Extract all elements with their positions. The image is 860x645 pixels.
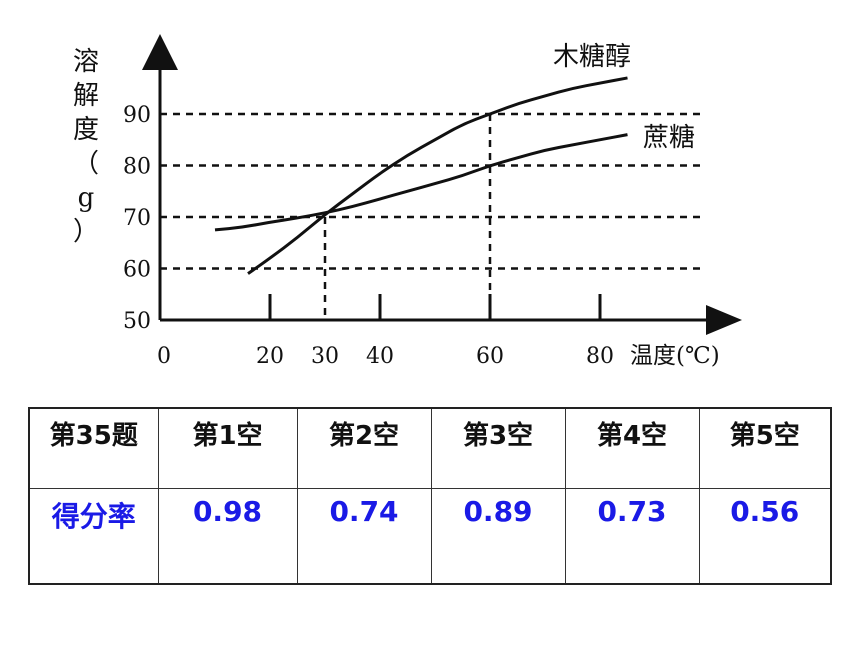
series-line-sucrose [214, 133, 628, 232]
table-cell: 0.98 [157, 487, 298, 585]
table-rate-row: 得分率 0.98 0.74 0.89 0.73 0.56 [28, 487, 832, 585]
table-header-cell: 第1空 [157, 407, 298, 489]
table-header-cell: 第5空 [698, 407, 832, 489]
series-line-xylitol [247, 76, 628, 275]
x-tick-label: 0 [157, 344, 171, 369]
table-cell: 0.73 [564, 487, 700, 585]
table-cell: 0.89 [430, 487, 566, 585]
x-tick-label: 20 [256, 344, 284, 369]
series-label-xylitol: 木糖醇 [553, 42, 631, 72]
table-row-label: 得分率 [28, 487, 159, 585]
score-table: 第35题 第1空 第2空 第3空 第4空 第5空 得分率 0.98 0.74 0… [28, 407, 832, 585]
y-tick-label: 50 [123, 309, 151, 334]
table-header-cell: 第3空 [430, 407, 566, 489]
x-tick-label: 80 [586, 344, 614, 369]
series-label-sucrose: 蔗糖 [643, 123, 695, 153]
table-header-cell: 第2空 [296, 407, 432, 489]
y-tick-label: 80 [123, 155, 151, 180]
y-tick-label: 70 [123, 206, 151, 231]
y-axis-arrow [142, 34, 178, 70]
x-tick-label: 60 [476, 344, 504, 369]
table-header-cell: 第4空 [564, 407, 700, 489]
y-tick-label: 60 [123, 258, 151, 283]
x-tick-label: 40 [366, 344, 394, 369]
y-axis-title: 溶解度（ g） [73, 47, 99, 247]
table-header-row: 第35题 第1空 第2空 第3空 第4空 第5空 [28, 407, 832, 489]
x-axis-title: 温度(℃) [630, 343, 720, 369]
y-tick-label: 90 [123, 103, 151, 128]
table-cell: 0.74 [296, 487, 432, 585]
x-tick-label: 30 [311, 344, 339, 369]
table-header-cell: 第35题 [28, 407, 159, 489]
x-axis-arrow [706, 305, 742, 335]
table-cell: 0.56 [698, 487, 832, 585]
